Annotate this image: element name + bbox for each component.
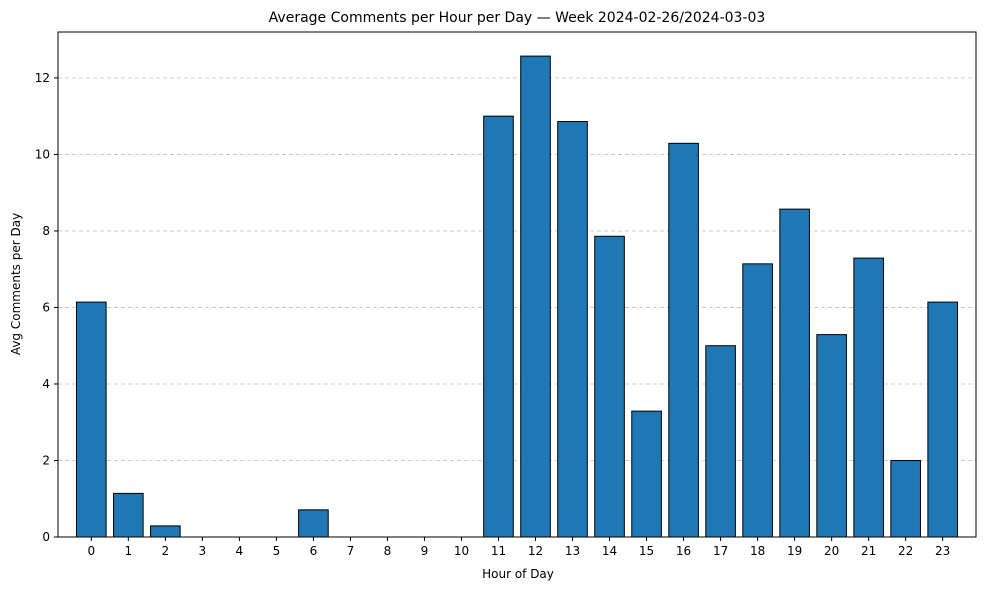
y-tick-label: 6 bbox=[42, 300, 50, 314]
y-tick-label: 4 bbox=[42, 377, 50, 391]
x-tick-label: 10 bbox=[454, 544, 469, 558]
axes bbox=[57, 31, 977, 538]
x-tick-label: 13 bbox=[565, 544, 580, 558]
bar-hour-11 bbox=[483, 115, 514, 538]
x-tick-label: 20 bbox=[824, 544, 839, 558]
x-tick-label: 8 bbox=[384, 544, 392, 558]
x-tick-label: 15 bbox=[639, 544, 654, 558]
bar-hour-23 bbox=[927, 301, 958, 538]
y-tick-label: 0 bbox=[42, 530, 50, 544]
x-tick-label: 12 bbox=[528, 544, 543, 558]
bar-hour-2 bbox=[150, 525, 181, 538]
bar-hour-12 bbox=[520, 55, 551, 538]
y-axis-label: Avg Comments per Day bbox=[9, 213, 23, 355]
x-tick-label: 14 bbox=[602, 544, 617, 558]
y-tick-label: 2 bbox=[42, 453, 50, 467]
x-tick-label: 16 bbox=[676, 544, 691, 558]
bar-hour-21 bbox=[853, 257, 884, 538]
x-tick-label: 18 bbox=[750, 544, 765, 558]
bar-hour-19 bbox=[779, 208, 810, 538]
bar-hour-1 bbox=[113, 492, 144, 538]
bar-hour-18 bbox=[742, 263, 773, 538]
y-axis-ticks: 0 2 4 6 8 10 12 bbox=[35, 71, 58, 544]
x-tick-label: 22 bbox=[898, 544, 913, 558]
x-tick-label: 11 bbox=[491, 544, 506, 558]
y-tick-label: 10 bbox=[35, 147, 50, 161]
y-tick-label: 12 bbox=[35, 71, 50, 85]
x-axis-label: Hour of Day bbox=[482, 567, 554, 581]
bar-hour-14 bbox=[594, 235, 625, 538]
x-axis-ticks: 0 1 2 3 4 5 6 7 8 9 10 11 12 13 14 15 16 17 18 19 20 21 22 23 bbox=[87, 537, 950, 558]
x-tick-label: 23 bbox=[935, 544, 950, 558]
x-tick-label: 7 bbox=[347, 544, 355, 558]
bar-hour-15 bbox=[631, 410, 662, 538]
bar-hour-20 bbox=[816, 334, 847, 538]
x-tick-label: 4 bbox=[236, 544, 244, 558]
x-tick-label: 5 bbox=[273, 544, 281, 558]
x-tick-label: 9 bbox=[421, 544, 429, 558]
x-tick-label: 21 bbox=[861, 544, 876, 558]
x-tick-label: 6 bbox=[310, 544, 318, 558]
x-tick-label: 0 bbox=[87, 544, 95, 558]
x-tick-label: 1 bbox=[125, 544, 133, 558]
bar-hour-22 bbox=[890, 459, 921, 538]
x-tick-label: 19 bbox=[787, 544, 802, 558]
bar-hour-0 bbox=[76, 301, 107, 538]
chart-title: Average Comments per Hour per Day — Week… bbox=[269, 10, 766, 26]
bar-hour-17 bbox=[705, 345, 736, 538]
x-tick-label: 17 bbox=[713, 544, 728, 558]
bar-hour-6 bbox=[298, 509, 329, 538]
bar-hour-13 bbox=[557, 121, 588, 538]
x-tick-label: 3 bbox=[199, 544, 207, 558]
plot-frame bbox=[57, 31, 977, 538]
bars bbox=[76, 55, 958, 538]
bar-hour-16 bbox=[668, 142, 699, 538]
y-tick-label: 8 bbox=[42, 224, 50, 238]
x-tick-label: 2 bbox=[162, 544, 170, 558]
